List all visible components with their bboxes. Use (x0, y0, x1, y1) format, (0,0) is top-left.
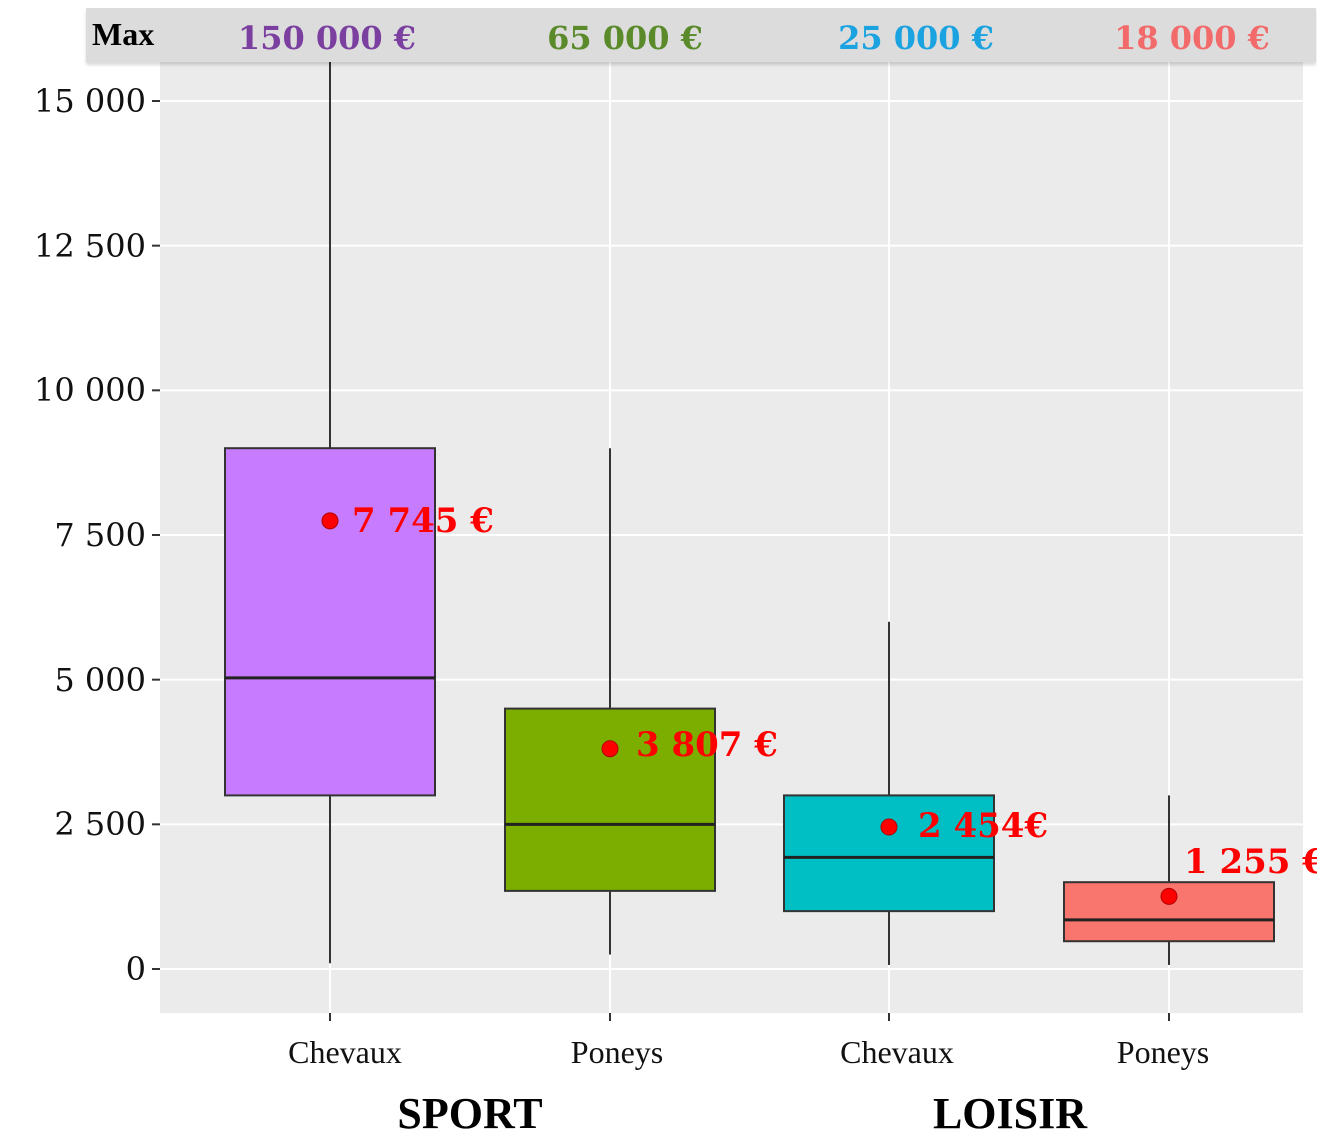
mean-point (321, 512, 339, 530)
y-tick-label: 2 500 (54, 805, 146, 844)
y-tick-label: 5 000 (54, 660, 146, 699)
x-tick-label: Chevaux (288, 1034, 402, 1070)
group-label: SPORT (397, 1089, 543, 1138)
max-value-label: 25 000 € (838, 19, 994, 57)
box-iqr (224, 447, 436, 797)
y-tick-label: 7 500 (54, 516, 146, 554)
box-iqr (504, 707, 716, 892)
x-tick-label: Poneys (570, 1034, 664, 1070)
max-value-label: 18 000 € (1114, 19, 1270, 57)
max-value-label: 65 000 € (547, 19, 703, 57)
group-label: LOISIR (932, 1089, 1088, 1138)
box-iqr (783, 794, 995, 913)
mean-value-label: 3 807 € (636, 725, 778, 765)
x-tick-label: Chevaux (840, 1034, 954, 1070)
mean-value-label: 2 454€ (918, 806, 1049, 846)
max-header-bar (86, 8, 1316, 62)
y-tick-label: 12 500 (34, 226, 146, 265)
max-header-label: Max (92, 16, 155, 52)
mean-value-label: 1 255 € (1184, 842, 1317, 882)
max-value-label: 150 000 € (237, 19, 417, 57)
y-tick-label: 0 (125, 950, 146, 988)
mean-point (880, 818, 898, 836)
y-tick-label: 10 000 (34, 371, 146, 410)
mean-value-label: 7 745 € (352, 501, 494, 541)
box-iqr (1063, 881, 1275, 943)
x-tick-label: Poneys (1116, 1034, 1210, 1070)
mean-point (1160, 887, 1178, 905)
mean-point (601, 740, 619, 758)
y-tick-label: 15 000 (34, 82, 146, 120)
